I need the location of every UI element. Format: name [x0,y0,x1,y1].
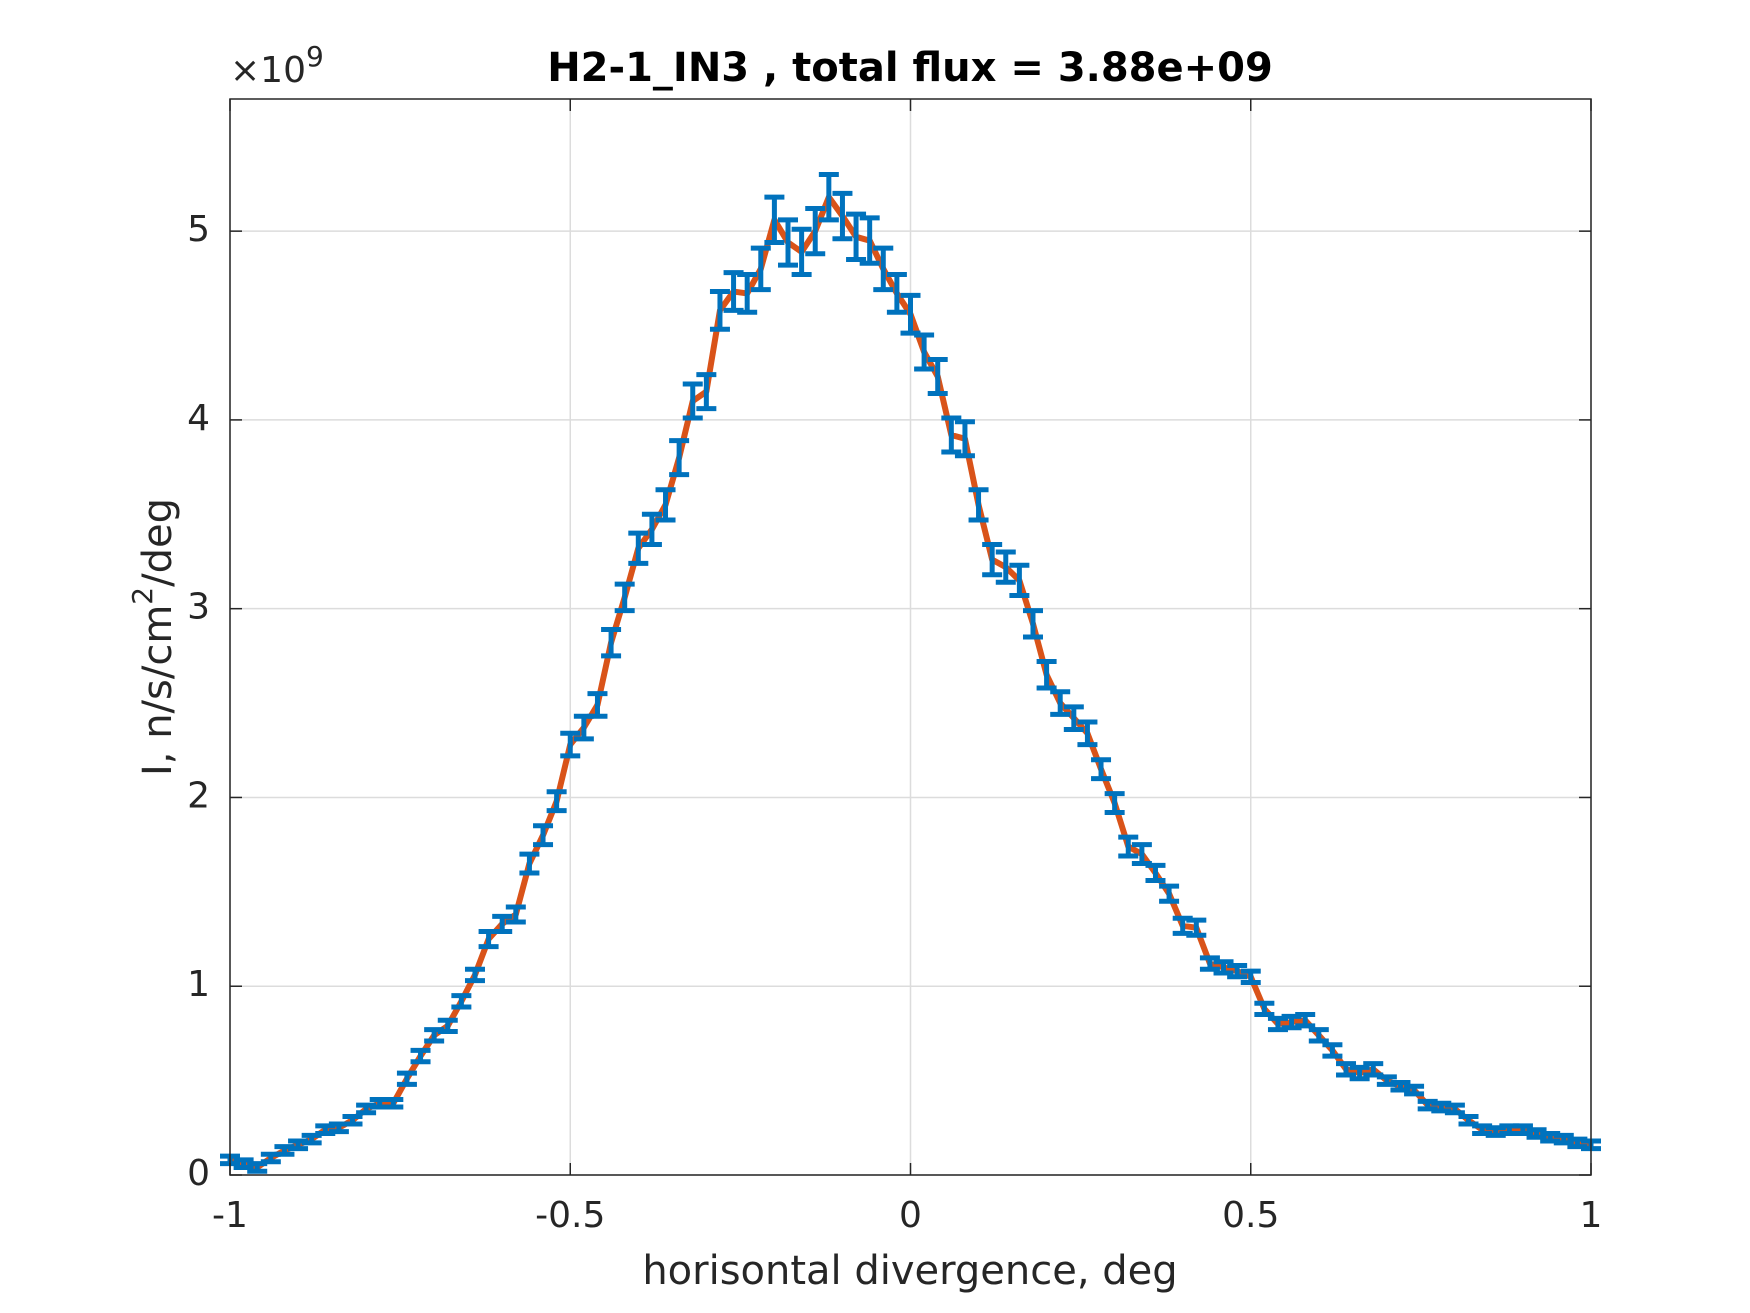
error-bar [1512,1123,1533,1136]
error-bar [1104,791,1125,816]
error-bar [628,530,649,566]
error-bar [1186,917,1207,938]
error-bar [805,205,826,257]
error-bar [941,415,962,455]
error-bar [1404,1083,1425,1097]
y-multiplier-base: ×10 [230,50,306,91]
error-bar [764,194,785,245]
error-bar [1091,757,1112,782]
error-bar [846,211,867,262]
y-axis-label: I, n/s/cm2/deg [126,498,181,776]
error-bar [995,549,1016,585]
error-bar [410,1047,431,1065]
error-bar [601,626,622,659]
error-bar [342,1113,363,1127]
error-bar [614,581,635,614]
error-bar [1336,1061,1357,1078]
error-bar [1390,1080,1411,1093]
error-bar [519,851,540,876]
error-bar [641,511,662,548]
y-tick-label: 3 [187,587,210,628]
error-bar [1349,1064,1370,1082]
error-bar [383,1096,404,1110]
error-bar [968,487,989,523]
y-tick-label: 5 [187,209,210,250]
error-bar [1240,968,1261,985]
y-tick-label: 0 [187,1153,210,1194]
y-label-main: I, n/s/cm [135,605,181,776]
error-bar [927,357,948,396]
error-bar [587,691,608,719]
error-bar [560,730,581,759]
error-bar [1322,1042,1343,1059]
error-bar [1063,704,1084,732]
error-bar [1118,834,1139,859]
error-bar [396,1070,417,1087]
y-multiplier: ×109 [230,40,324,91]
error-bar [859,215,880,266]
y-tick-label: 4 [187,398,210,439]
error-bar [778,217,799,268]
y-label-end: /deg [135,498,181,587]
error-bar [1022,608,1043,640]
x-tick-label: -0.5 [535,1195,605,1236]
error-bar [505,904,526,925]
error-bar [1145,862,1166,884]
x-tick-label: 0.5 [1222,1195,1279,1236]
error-bar [1308,1027,1329,1044]
x-tick-label: -1 [212,1195,248,1236]
error-bar [464,966,485,984]
error-bar [1009,562,1030,598]
error-bar [750,245,771,293]
chart-title: H2-1_IN3 , total flux = 3.88e+09 [547,45,1273,91]
y-tick-label: 2 [187,775,210,816]
error-bar [954,419,975,459]
error-bar [1050,689,1071,717]
error-bar [546,789,567,814]
error-bar [1159,883,1180,904]
error-bar [737,272,758,315]
error-bar [437,1017,458,1035]
error-bar [1553,1132,1574,1146]
error-bar [533,823,554,848]
error-bar [709,289,730,332]
x-tick-label: 0 [899,1195,922,1236]
error-bar [669,438,690,478]
error-bar [682,381,703,421]
y-label-sup: 2 [126,587,159,605]
error-bar [886,272,907,315]
error-bar [1526,1127,1547,1140]
x-axis-label: horisontal divergence, deg [642,1248,1177,1294]
error-bar [696,372,717,412]
error-bar [1077,719,1098,748]
error-bar [1199,955,1220,972]
error-bar [1444,1102,1465,1116]
error-bar [832,190,853,242]
error-bar [791,226,812,278]
error-bar [873,245,894,293]
error-bar [233,1157,254,1170]
y-multiplier-exp: 9 [306,40,324,73]
error-bar [982,542,1003,578]
x-tick-label: 1 [1580,1195,1603,1236]
y-tick-label: 1 [187,964,210,1005]
error-bar [1254,1000,1275,1018]
error-bar [1213,959,1234,976]
error-bar [1036,659,1057,691]
error-bar [914,332,935,372]
error-bar [655,487,676,523]
error-bar [818,172,839,223]
error-bar [451,993,472,1010]
error-bar [1295,1012,1316,1029]
error-bar [1227,962,1248,980]
error-bar [492,913,513,934]
